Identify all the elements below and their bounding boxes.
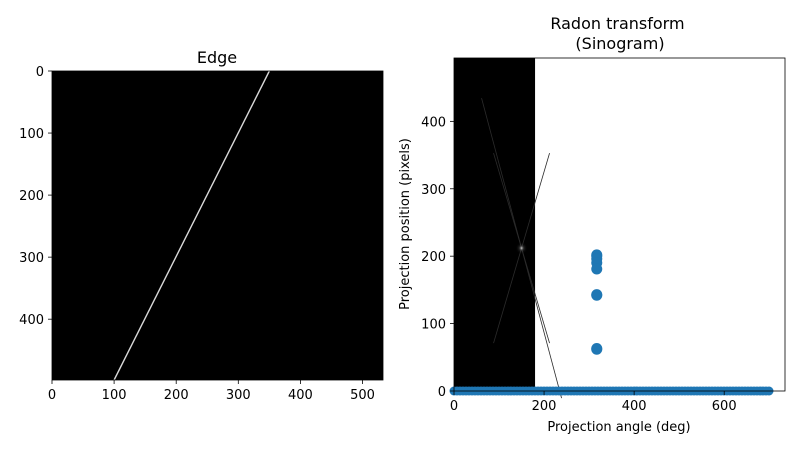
sinogram-y-tick-label: 300 <box>421 183 446 198</box>
sinogram-x-tick-label: 0 <box>450 399 458 414</box>
edge-x-tick-label: 300 <box>226 388 251 403</box>
sinogram-x-ticks: 0 200 400 600 <box>450 391 737 414</box>
edge-panel: Edge 0 100 200 300 400 500 0 100 200 300 400 <box>19 48 384 403</box>
edge-line <box>113 70 270 381</box>
edge-image-background <box>52 71 383 380</box>
edge-y-tick-label: 0 <box>36 65 44 80</box>
sinogram-ray <box>493 247 522 344</box>
edge-y-tick-label: 300 <box>19 251 44 266</box>
edge-y-tick-label: 100 <box>19 127 44 142</box>
sinogram-peak <box>515 242 528 255</box>
sinogram-ray <box>521 152 550 249</box>
sinogram-rays <box>481 97 562 399</box>
sinogram-x-tick-label: 400 <box>622 399 647 414</box>
sinogram-y-ticks: 0 100 200 300 400 <box>421 115 454 400</box>
edge-x-tick-label: 0 <box>48 388 56 403</box>
sinogram-y-tick-label: 0 <box>438 385 446 400</box>
sinogram-x-tick-label: 600 <box>712 399 737 414</box>
sinogram-panel: Radon transform (Sinogram) 0 200 400 600 0 1… <box>398 14 786 435</box>
sinogram-image <box>454 58 536 391</box>
sinogram-y-tick-label: 100 <box>421 318 446 333</box>
edge-x-ticks: 0 100 200 300 400 500 <box>48 380 375 403</box>
sinogram-ray <box>493 152 522 249</box>
sinogram-title-line1: Radon transform <box>550 14 684 33</box>
scatter-point <box>591 263 603 275</box>
edge-y-tick-label: 200 <box>19 189 44 204</box>
edge-title: Edge <box>197 48 237 67</box>
edge-axes-frame <box>51 70 384 381</box>
sinogram-ray <box>521 247 562 399</box>
scatter-point <box>591 343 603 355</box>
edge-x-tick-label: 100 <box>102 388 127 403</box>
sinogram-y-tick-label: 200 <box>421 250 446 265</box>
edge-y-tick-label: 400 <box>19 313 44 328</box>
sinogram-x-label: Projection angle (deg) <box>547 420 690 435</box>
sinogram-title: Radon transform (Sinogram) <box>550 14 689 53</box>
scatter-points <box>591 249 603 355</box>
edge-y-ticks: 0 100 200 300 400 <box>19 65 52 328</box>
sinogram-axes-frame <box>453 57 786 392</box>
sinogram-title-line2: (Sinogram) <box>575 34 664 53</box>
scatter-point <box>591 289 603 301</box>
edge-x-tick-label: 500 <box>350 388 375 403</box>
sinogram-ray <box>521 247 550 344</box>
sinogram-y-tick-label: 400 <box>421 115 446 130</box>
edge-x-tick-label: 200 <box>164 388 189 403</box>
sinogram-x-tick-label: 200 <box>532 399 557 414</box>
sinogram-ray <box>481 97 522 249</box>
edge-x-tick-label: 400 <box>288 388 313 403</box>
sinogram-y-label: Projection position (pixels) <box>398 138 413 310</box>
